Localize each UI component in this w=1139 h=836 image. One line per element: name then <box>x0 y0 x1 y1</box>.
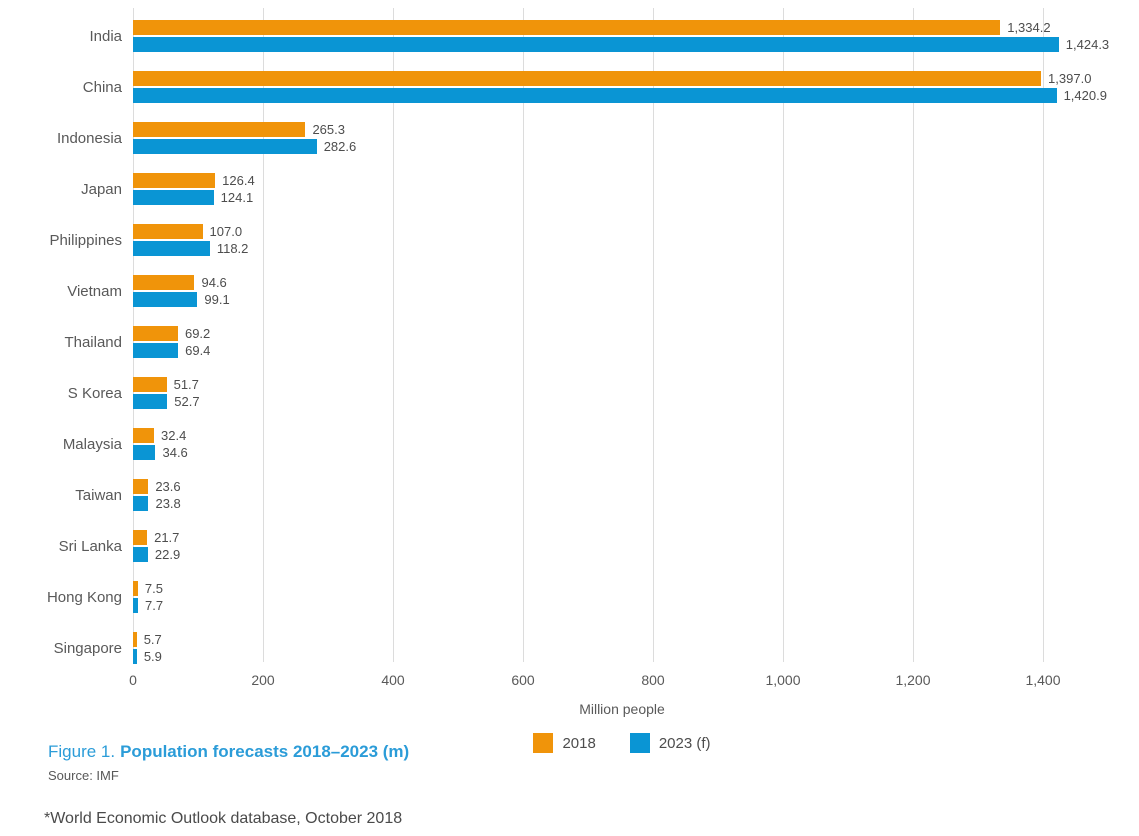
figure-caption: Figure 1. Population forecasts 2018–2023 … <box>48 742 409 762</box>
bar-2023-f-s-korea <box>133 394 168 409</box>
value-label-2023-f-hong-kong: 7.7 <box>145 598 164 613</box>
category-label-china: China <box>82 78 122 96</box>
value-label-2023-f-taiwan: 23.8 <box>155 496 181 511</box>
bar-2023-f-vietnam <box>133 292 198 307</box>
value-label-2023-f-china: 1,420.9 <box>1063 88 1107 103</box>
bar-2023-f-hong-kong <box>133 598 138 613</box>
bar-2023-f-malaysia <box>133 445 156 460</box>
gridline-200 <box>262 8 264 662</box>
gridline-1,400 <box>1042 8 1044 662</box>
bar-2018-thailand <box>133 326 178 341</box>
bar-2023-f-taiwan <box>133 496 149 511</box>
bar-2018-taiwan <box>133 479 149 494</box>
value-label-2023-f-thailand: 69.4 <box>185 343 211 358</box>
value-label-2018-taiwan: 23.6 <box>155 479 181 494</box>
bar-2018-s-korea <box>133 377 167 392</box>
category-label-malaysia: Malaysia <box>62 435 122 453</box>
x-tick-label: 0 <box>129 672 137 688</box>
value-label-2018-indonesia: 265.3 <box>312 122 345 137</box>
footnote: *World Economic Outlook database, Octobe… <box>44 810 403 827</box>
gridline-400 <box>392 8 394 662</box>
value-label-2023-f-india: 1,424.3 <box>1065 37 1110 52</box>
category-label-hong-kong: Hong Kong <box>46 588 122 606</box>
bar-2018-sri-lanka <box>133 530 148 545</box>
value-label-2018-singapore: 5.7 <box>143 632 162 647</box>
value-label-2023-f-japan: 124.1 <box>220 190 254 205</box>
value-label-2018-sri-lanka: 21.7 <box>154 530 180 545</box>
bar-2018-india <box>133 20 1001 35</box>
bar-2023-f-thailand <box>133 343 179 358</box>
category-label-indonesia: Indonesia <box>56 129 122 147</box>
bar-2023-f-philippines <box>133 241 210 256</box>
legend-item-2018: 2018 <box>533 733 596 753</box>
bar-2018-singapore <box>133 632 137 647</box>
value-label-2023-f-indonesia: 282.6 <box>323 139 357 154</box>
value-label-2018-china: 1,397.0 <box>1048 71 1092 86</box>
gridline-600 <box>522 8 524 662</box>
bar-2018-china <box>133 71 1042 86</box>
category-label-philippines: Philippines <box>49 231 122 249</box>
x-tick-label: 1,400 <box>1025 672 1061 688</box>
value-label-2023-f-singapore: 5.9 <box>143 649 162 664</box>
value-label-2018-hong-kong: 7.5 <box>144 581 163 596</box>
category-label-s-korea: S Korea <box>67 384 122 402</box>
x-tick-label: 1,000 <box>765 672 801 688</box>
bar-2023-f-indonesia <box>133 139 317 154</box>
source-note: Source: IMF <box>48 768 119 783</box>
bar-2018-indonesia <box>133 122 306 137</box>
bar-2023-f-sri-lanka <box>133 547 148 562</box>
value-label-2018-vietnam: 94.6 <box>201 275 227 290</box>
x-tick-label: 600 <box>511 672 535 688</box>
bar-2018-japan <box>133 173 216 188</box>
bar-2018-malaysia <box>133 428 155 443</box>
category-label-india: India <box>89 27 122 45</box>
value-label-2023-f-malaysia: 34.6 <box>162 445 188 460</box>
bar-2023-f-india <box>133 37 1059 52</box>
category-label-vietnam: Vietnam <box>67 282 122 300</box>
category-label-sri-lanka: Sri Lanka <box>58 537 122 555</box>
category-label-thailand: Thailand <box>64 333 122 351</box>
value-label-2018-japan: 126.4 <box>222 173 255 188</box>
value-label-2018-india: 1,334.2 <box>1007 20 1051 35</box>
category-label-taiwan: Taiwan <box>75 486 122 504</box>
bar-2018-philippines <box>133 224 203 239</box>
bar-2018-hong-kong <box>133 581 138 596</box>
value-label-2018-s-korea: 51.7 <box>173 377 199 392</box>
value-label-2018-malaysia: 32.4 <box>161 428 187 443</box>
gridline-1,200 <box>912 8 914 662</box>
category-label-singapore: Singapore <box>53 639 122 657</box>
x-tick-label: 200 <box>251 672 275 688</box>
gridline-1,000 <box>782 8 784 662</box>
x-tick-label: 800 <box>641 672 665 688</box>
x-tick-label: 1,200 <box>895 672 931 688</box>
value-label-2018-thailand: 69.2 <box>184 326 211 341</box>
bar-2023-f-singapore <box>133 649 137 664</box>
figure-title: Population forecasts 2018–2023 (m) <box>120 742 410 761</box>
legend-swatch-2018 <box>533 733 554 753</box>
legend-item-2023-f: 2023 (f) <box>629 733 711 753</box>
figure-number-label: Figure 1. <box>48 742 116 761</box>
x-tick-label: 400 <box>381 672 405 688</box>
value-label-2023-f-philippines: 118.2 <box>216 241 249 256</box>
value-label-2023-f-vietnam: 99.1 <box>204 292 230 307</box>
legend-swatch-2023-f <box>629 733 650 753</box>
chart-legend: 2018 2023 (f) <box>133 733 1111 753</box>
bar-2023-f-japan <box>133 190 214 205</box>
x-axis-title: Million people <box>579 701 665 717</box>
legend-label: 2023 (f) <box>658 734 711 752</box>
gridline-800 <box>652 8 654 662</box>
value-label-2023-f-sri-lanka: 22.9 <box>154 547 181 562</box>
bar-2018-vietnam <box>133 275 195 290</box>
value-label-2023-f-s-korea: 52.7 <box>174 394 200 409</box>
legend-label: 2018 <box>562 734 596 752</box>
bar-2023-f-china <box>133 88 1057 103</box>
category-label-japan: Japan <box>81 180 122 198</box>
value-label-2018-philippines: 107.0 <box>209 224 243 239</box>
